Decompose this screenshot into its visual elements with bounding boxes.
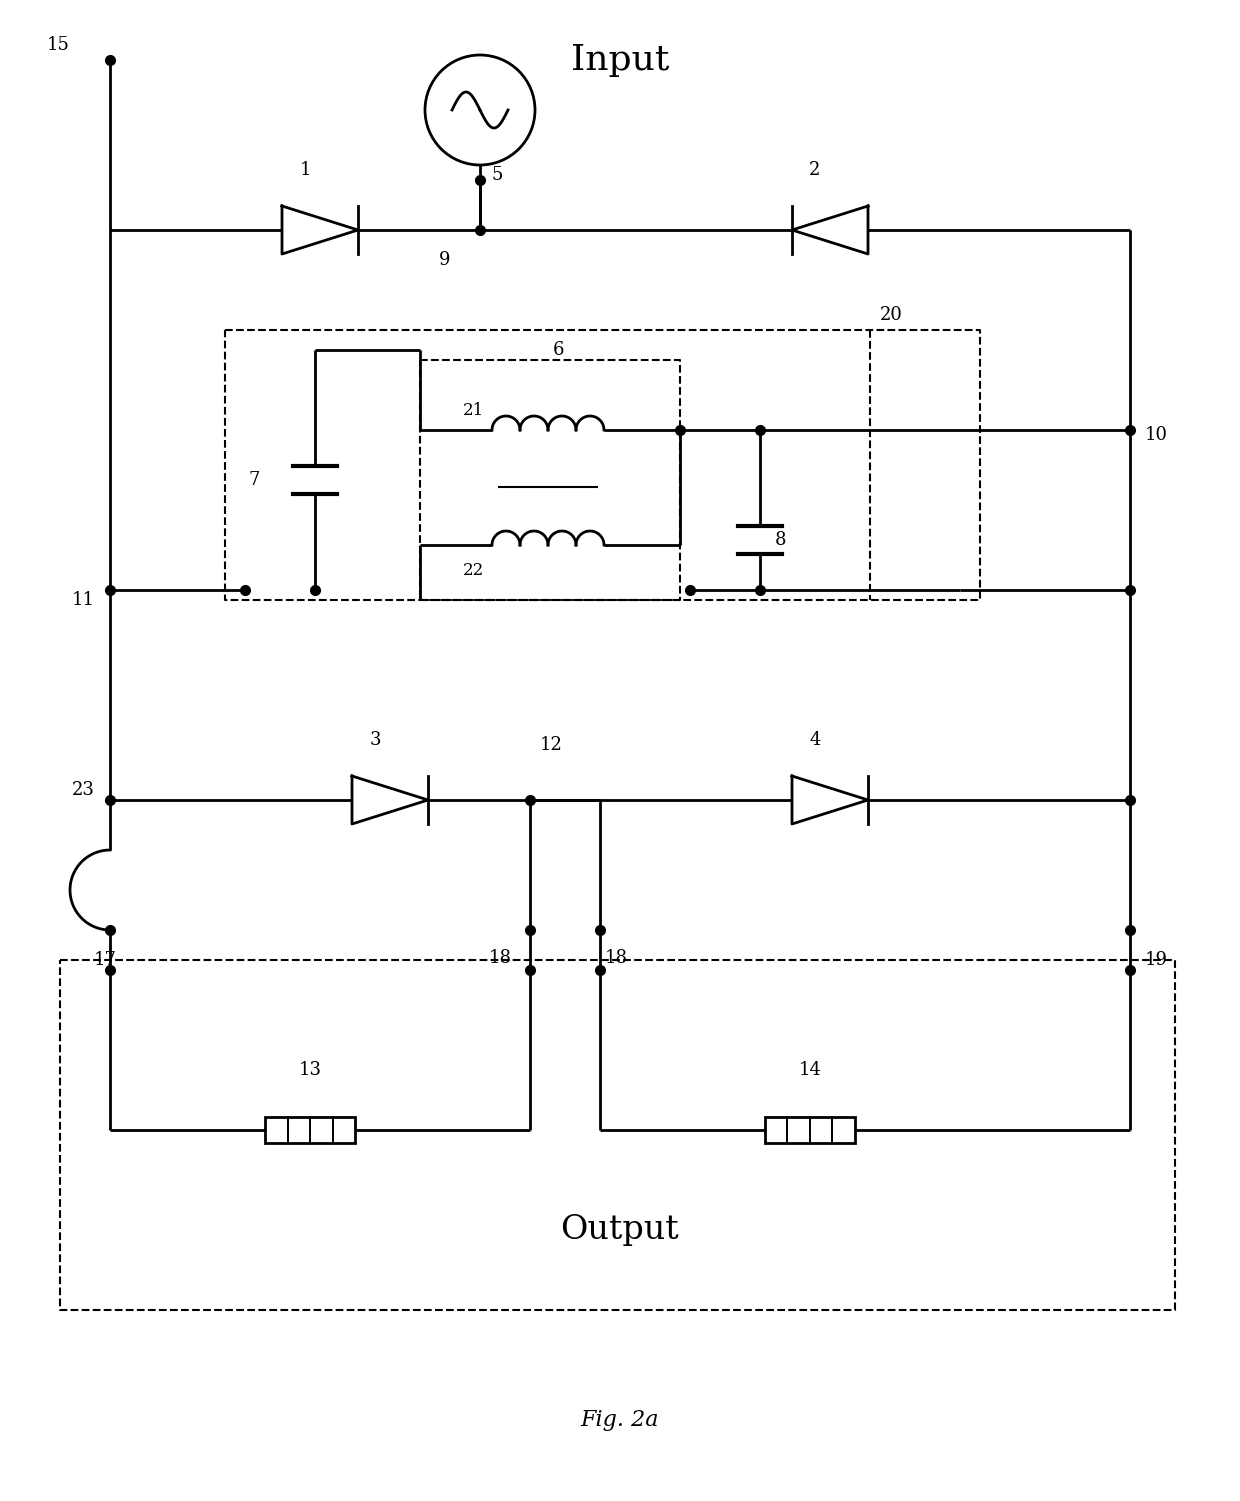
- Text: 22: 22: [463, 561, 485, 578]
- Text: Fig. 2a: Fig. 2a: [580, 1409, 660, 1430]
- Text: 18: 18: [605, 949, 627, 967]
- Text: 8: 8: [775, 531, 786, 549]
- Text: 14: 14: [799, 1061, 821, 1079]
- Text: 4: 4: [810, 731, 821, 749]
- Text: 6: 6: [553, 341, 564, 359]
- Text: 1: 1: [299, 161, 311, 179]
- Text: 7: 7: [249, 471, 260, 489]
- Text: 3: 3: [370, 731, 381, 749]
- Text: 23: 23: [72, 781, 95, 799]
- Text: 10: 10: [1145, 426, 1168, 444]
- Text: 15: 15: [47, 36, 69, 54]
- Text: 20: 20: [880, 306, 903, 324]
- Text: 11: 11: [72, 591, 95, 609]
- Text: 21: 21: [463, 401, 485, 419]
- Text: Input: Input: [570, 44, 670, 77]
- Text: Output: Output: [560, 1214, 680, 1246]
- Text: 18: 18: [489, 949, 511, 967]
- Bar: [265, 1117, 355, 1142]
- Text: 19: 19: [1145, 952, 1168, 970]
- Text: 2: 2: [810, 161, 821, 179]
- Text: 13: 13: [299, 1061, 321, 1079]
- Text: 9: 9: [439, 251, 450, 269]
- Text: 5: 5: [492, 167, 503, 185]
- Bar: [765, 1117, 856, 1142]
- Text: 12: 12: [539, 735, 563, 754]
- Text: 17: 17: [93, 952, 117, 970]
